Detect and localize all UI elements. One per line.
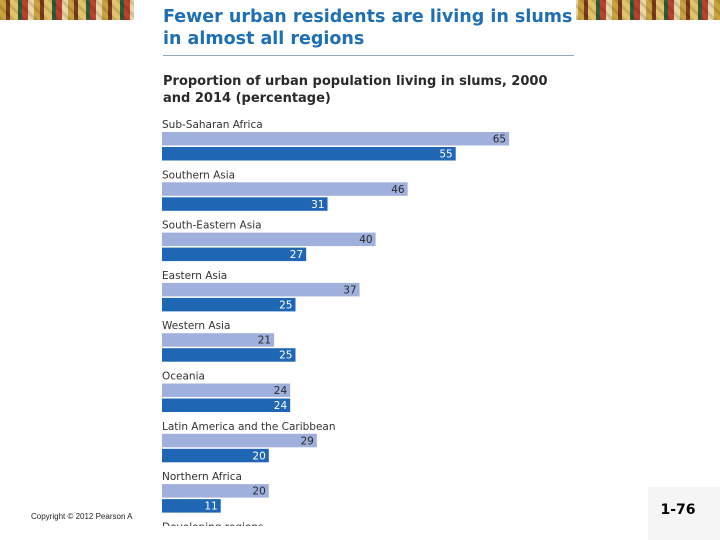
category-label: Southern Asia xyxy=(162,169,235,181)
bar-2014 xyxy=(162,197,328,211)
category-label: Eastern Asia xyxy=(162,270,227,282)
category-label: Northern Africa xyxy=(162,471,242,483)
bar-2000 xyxy=(162,132,510,146)
infographic-panel: Fewer urban residents are living in slum… xyxy=(134,0,576,526)
slide-number-box xyxy=(648,487,720,540)
bar-2014 xyxy=(162,499,221,513)
data-label: 27 xyxy=(290,249,303,261)
data-label: 20 xyxy=(252,450,265,462)
category-label: Latin America and the Caribbean xyxy=(162,421,336,433)
data-label: 29 xyxy=(300,435,313,447)
category-label: Oceania xyxy=(162,371,205,383)
bar-2000 xyxy=(162,232,376,247)
slide-number: 1-76 xyxy=(660,502,696,518)
bar-2000 xyxy=(162,182,408,196)
bar-2000 xyxy=(162,383,291,397)
data-label: 24 xyxy=(274,385,288,397)
category-label: Sub-Saharan Africa xyxy=(162,119,263,131)
category-label: Western Asia xyxy=(162,320,230,332)
bar-2014 xyxy=(162,448,269,463)
bar-chart: Sub-Saharan Africa 65 55 Southern Asia 46 31 S… xyxy=(162,119,510,526)
data-label: 31 xyxy=(311,199,324,211)
data-label: 37 xyxy=(343,284,356,296)
bar-2000 xyxy=(162,333,275,347)
bar-2000 xyxy=(162,282,360,297)
category-label: Developing regions xyxy=(162,521,263,526)
chart-title: Proportion of urban population living in… xyxy=(163,74,548,106)
headline-divider xyxy=(163,55,574,56)
data-label: 46 xyxy=(391,184,405,196)
data-label: 20 xyxy=(252,486,265,498)
data-label: 65 xyxy=(493,134,506,146)
bar-2014 xyxy=(162,348,296,362)
data-label: 11 xyxy=(204,501,217,513)
bar-2014 xyxy=(162,147,456,161)
bar-2014 xyxy=(162,297,296,312)
bar-2014 xyxy=(162,247,307,262)
data-label: 24 xyxy=(274,400,288,412)
data-label: 25 xyxy=(279,350,292,362)
bar-2014 xyxy=(162,398,291,412)
infographic-headline: Fewer urban residents are living in slum… xyxy=(163,7,573,49)
data-label: 25 xyxy=(279,299,292,311)
bar-2000 xyxy=(162,484,269,498)
bar-2000 xyxy=(162,433,317,448)
data-label: 21 xyxy=(258,335,271,347)
category-label: South-Eastern Asia xyxy=(162,220,262,232)
data-label: 40 xyxy=(359,234,372,246)
copyright-notice: Copyright © 2012 Pearson A xyxy=(31,512,133,521)
data-label: 55 xyxy=(439,149,452,161)
